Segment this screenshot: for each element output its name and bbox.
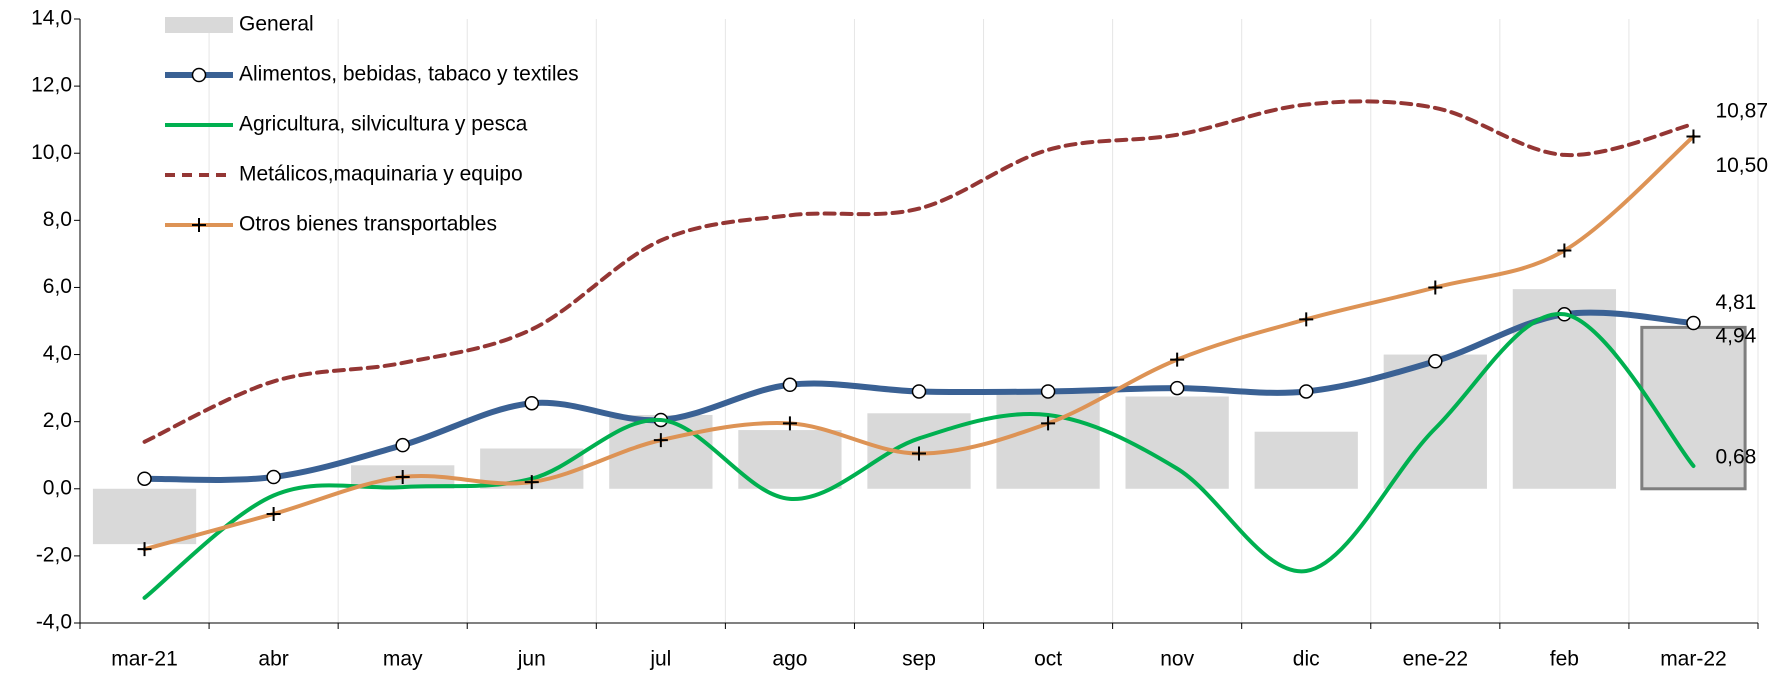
y-tick-label: -4,0 <box>36 611 72 634</box>
legend-marker <box>192 218 206 232</box>
marker <box>782 416 797 431</box>
marker <box>1428 354 1443 369</box>
y-tick-label: -2,0 <box>36 543 72 566</box>
y-tick-label: 6,0 <box>43 275 72 298</box>
legend-item: Alimentos, bebidas, tabaco y textiles <box>165 63 579 86</box>
x-tick-label: may <box>383 648 423 671</box>
marker <box>137 542 152 557</box>
line <box>142 312 1696 600</box>
marker <box>653 433 668 448</box>
y-tick-label: 2,0 <box>43 409 72 432</box>
marker <box>1298 384 1314 399</box>
x-tick-label: jun <box>517 648 546 671</box>
x-tick-label: nov <box>1160 648 1194 671</box>
marker <box>524 395 540 411</box>
y-tick-label: 0,0 <box>43 476 72 499</box>
marker <box>1040 384 1056 399</box>
bar <box>92 488 197 545</box>
value-label: 4,94 <box>1715 325 1756 348</box>
bar <box>738 430 842 489</box>
legend-item: General <box>165 13 314 36</box>
value-label: 4,81 <box>1715 291 1756 314</box>
x-tick-label: ene-22 <box>1403 648 1468 671</box>
x-tick-label: sep <box>902 648 936 671</box>
legend-item: Metálicos,maquinaria y equipo <box>165 163 523 186</box>
legend-label: Agricultura, silvicultura y pesca <box>239 113 528 136</box>
marker <box>1170 352 1185 367</box>
legend-swatch <box>165 17 233 33</box>
marker <box>266 506 281 521</box>
marker <box>137 471 152 486</box>
value-label: 0,68 <box>1715 446 1756 469</box>
legend-label: General <box>239 13 314 36</box>
legend-item: Agricultura, silvicultura y pesca <box>165 113 528 136</box>
marker <box>911 384 927 399</box>
marker <box>1428 280 1443 295</box>
value-label: 10,50 <box>1715 154 1768 177</box>
legend-item: Otros bienes transportables <box>165 213 497 236</box>
marker <box>395 470 410 485</box>
bar <box>1254 431 1358 489</box>
bar <box>1125 396 1229 489</box>
x-tick-label: mar-21 <box>111 648 178 671</box>
marker <box>1299 312 1314 327</box>
y-tick-label: 10,0 <box>31 141 72 164</box>
bar <box>1640 325 1747 491</box>
x-tick-label: mar-22 <box>1660 648 1727 671</box>
x-tick-label: abr <box>258 648 288 671</box>
marker <box>1686 315 1701 331</box>
x-tick-label: oct <box>1034 648 1062 671</box>
marker <box>1169 380 1185 396</box>
marker <box>266 469 281 485</box>
marker <box>1686 129 1701 144</box>
x-tick-label: ago <box>772 648 807 671</box>
marker <box>395 437 410 453</box>
y-tick-label: 4,0 <box>43 342 72 365</box>
marker <box>782 377 798 393</box>
marker <box>912 446 926 461</box>
marker <box>1557 243 1572 258</box>
line <box>142 99 1696 444</box>
x-tick-label: jul <box>649 648 671 671</box>
legend-label: Alimentos, bebidas, tabaco y textiles <box>239 63 579 86</box>
value-label: 10,87 <box>1715 100 1768 123</box>
legend-label: Otros bienes transportables <box>239 213 497 236</box>
y-tick-label: 14,0 <box>31 7 72 30</box>
marker <box>1041 416 1056 431</box>
legend-marker <box>191 67 207 83</box>
bar <box>1383 354 1487 489</box>
y-tick-label: 12,0 <box>31 74 72 97</box>
y-tick-label: 8,0 <box>43 208 72 231</box>
legend-label: Metálicos,maquinaria y equipo <box>239 163 523 186</box>
x-tick-label: feb <box>1550 648 1579 671</box>
marker <box>524 475 539 490</box>
x-tick-label: dic <box>1293 648 1320 671</box>
